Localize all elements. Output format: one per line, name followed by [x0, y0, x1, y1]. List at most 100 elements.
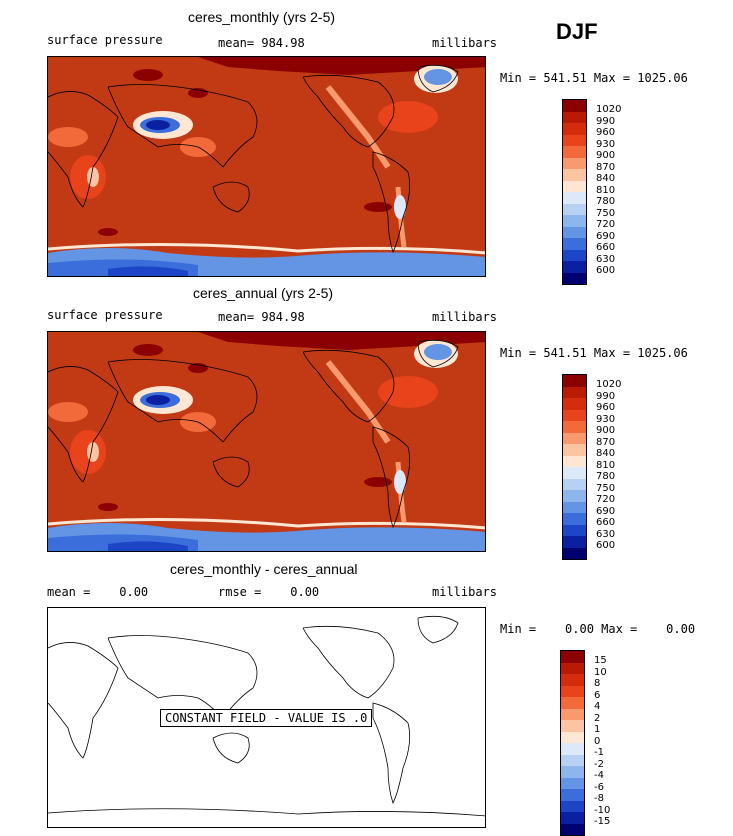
panel1-map: [47, 56, 486, 277]
panel1-title: ceres_monthly (yrs 2-5): [188, 9, 336, 25]
panel1-colorbar-swatch: [563, 169, 586, 181]
panel3-colorbar-tick-label: -15: [594, 816, 611, 827]
panel2-colorbar-tick-label: 960: [596, 402, 616, 413]
panel1-mean: mean= 984.98: [218, 36, 305, 50]
panel3-colorbar-swatch: [561, 812, 584, 824]
panel3-units: millibars: [432, 585, 498, 599]
panel3-colorbar-swatch: [561, 731, 584, 743]
panel2-map-graphic: [48, 332, 485, 551]
panel1-colorbar-swatch: [563, 192, 586, 204]
panel2-colorbar-tick-label: 1020: [596, 379, 622, 390]
panel1-field-label: surface pressure: [47, 33, 163, 47]
panel3-colorbar-tick-label: 4: [594, 701, 601, 712]
panel1-colorbar-swatch: [563, 100, 586, 112]
panel2-map: [47, 331, 486, 552]
panel2-colorbar-swatch: [563, 386, 586, 398]
panel1-colorbar-swatch: [563, 238, 586, 250]
panel1-colorbar-swatch: [563, 157, 586, 169]
panel3-colorbar-swatch: [561, 766, 584, 778]
panel2-colorbar-tick-label: 750: [596, 482, 616, 494]
panel1-colorbar-swatch: [563, 261, 586, 273]
panel1-colorbar-swatch: [563, 272, 586, 284]
panel3-colorbar: [560, 650, 585, 836]
panel3-minmax: Min = 0.00 Max = 0.00: [500, 622, 696, 636]
panel2-colorbar-tick-label: 630: [596, 528, 616, 540]
panel3-colorbar-tick-label: 2: [594, 712, 601, 724]
panel2-colorbar: [562, 374, 587, 560]
panel2-minmax: Min = 541.51 Max = 1025.06: [500, 346, 688, 360]
panel1-colorbar-tick-label: 780: [596, 196, 616, 207]
panel3-colorbar-tick-label: 6: [594, 689, 601, 701]
constant-field-note: CONSTANT FIELD - VALUE IS .0: [160, 709, 373, 727]
panel3-colorbar-tick-label: 0: [594, 735, 601, 747]
panel3-colorbar-swatch: [561, 823, 584, 835]
panel1-colorbar-tick-label: 1020: [596, 104, 622, 115]
panel3-colorbar-swatch: [561, 708, 584, 720]
panel3-colorbar-tick-label: -1: [594, 747, 604, 758]
panel2-colorbar-swatch: [563, 513, 586, 525]
panel1-colorbar-tick-label: 870: [596, 161, 616, 173]
panel2-colorbar-tick-label: 780: [596, 471, 616, 482]
panel1-colorbar-swatch: [563, 111, 586, 123]
panel1-colorbar: [562, 99, 587, 285]
panel1-colorbar-tick-label: 960: [596, 127, 616, 138]
panel1-colorbar-tick-label: 720: [596, 219, 616, 230]
panel2-colorbar-swatch: [563, 432, 586, 444]
panel1-colorbar-swatch: [563, 180, 586, 192]
panel2-colorbar-swatch: [563, 444, 586, 456]
panel2-colorbar-tick-label: 810: [596, 459, 616, 471]
panel3-colorbar-swatch: [561, 674, 584, 686]
panel3-colorbar-swatch: [561, 743, 584, 755]
panel2-colorbar-tick-label: 720: [596, 494, 616, 505]
panel2-colorbar-swatch: [563, 467, 586, 479]
panel1-colorbar-tick-label: 840: [596, 173, 616, 184]
panel2-field-label: surface pressure: [47, 308, 163, 322]
panel1-colorbar-tick-label: 690: [596, 230, 616, 242]
panel2-colorbar-swatch: [563, 490, 586, 502]
panel3-colorbar-swatch: [561, 651, 584, 663]
panel2-colorbar-swatch: [563, 547, 586, 559]
panel3-colorbar-tick-label: -2: [594, 758, 604, 770]
panel1-colorbar-tick-label: 750: [596, 207, 616, 219]
panel3-colorbar-tick-label: -6: [594, 781, 604, 793]
panel1-colorbar-labels: 1020 990 960 930 900 870 840 810 780 750 720 690 660…: [596, 104, 621, 277]
panel3-colorbar-swatch: [561, 662, 584, 674]
panel3-colorbar-tick-label: 15: [594, 655, 607, 666]
panel2-colorbar-swatch: [563, 409, 586, 421]
panel2-colorbar-swatch: [563, 501, 586, 513]
panel2-colorbar-swatch: [563, 398, 586, 410]
panel2-colorbar-swatch: [563, 375, 586, 387]
panel2-colorbar-tick-label: 840: [596, 448, 616, 459]
panel1-colorbar-swatch: [563, 215, 586, 227]
panel1-colorbar-swatch: [563, 249, 586, 261]
panel1-colorbar-tick-label: 990: [596, 115, 616, 127]
panel1-colorbar-tick-label: 600: [596, 265, 616, 276]
panel3-colorbar-swatch: [561, 789, 584, 801]
panel3-colorbar-swatch: [561, 685, 584, 697]
panel1-colorbar-swatch: [563, 203, 586, 215]
panel3-colorbar-tick-label: 10: [594, 666, 607, 678]
panel1-colorbar-tick-label: 930: [596, 138, 616, 150]
panel1-minmax: Min = 541.51 Max = 1025.06: [500, 71, 688, 85]
panel3-colorbar-swatch: [561, 720, 584, 732]
panel3-colorbar-labels: 15 10 8 6 4 2 1 0 -1 -2 -4 -6 -8 -10 -15: [594, 655, 610, 828]
panel3-title: ceres_monthly - ceres_annual: [170, 561, 358, 577]
panel3-colorbar-swatch: [561, 800, 584, 812]
panel2-colorbar-tick-label: 600: [596, 540, 616, 551]
panel2-units: millibars: [432, 310, 498, 324]
panel1-colorbar-tick-label: 900: [596, 150, 616, 161]
panel1-colorbar-swatch: [563, 134, 586, 146]
panel1-units: millibars: [432, 36, 498, 50]
panel2-colorbar-tick-label: 660: [596, 517, 616, 528]
panel1-colorbar-tick-label: 630: [596, 253, 616, 265]
panel1-map-graphic: [48, 57, 485, 276]
panel3-colorbar-tick-label: -8: [594, 793, 604, 804]
panel3-rmse: rmse = 0.00: [218, 585, 320, 599]
panel1-colorbar-swatch: [563, 146, 586, 158]
panel2-colorbar-tick-label: 870: [596, 436, 616, 448]
panel1-colorbar-swatch: [563, 226, 586, 238]
panel3-colorbar-tick-label: 1: [594, 724, 601, 735]
panel3-colorbar-tick-label: 8: [594, 678, 601, 689]
panel2-colorbar-swatch: [563, 455, 586, 467]
panel3-colorbar-tick-label: -4: [594, 770, 604, 781]
